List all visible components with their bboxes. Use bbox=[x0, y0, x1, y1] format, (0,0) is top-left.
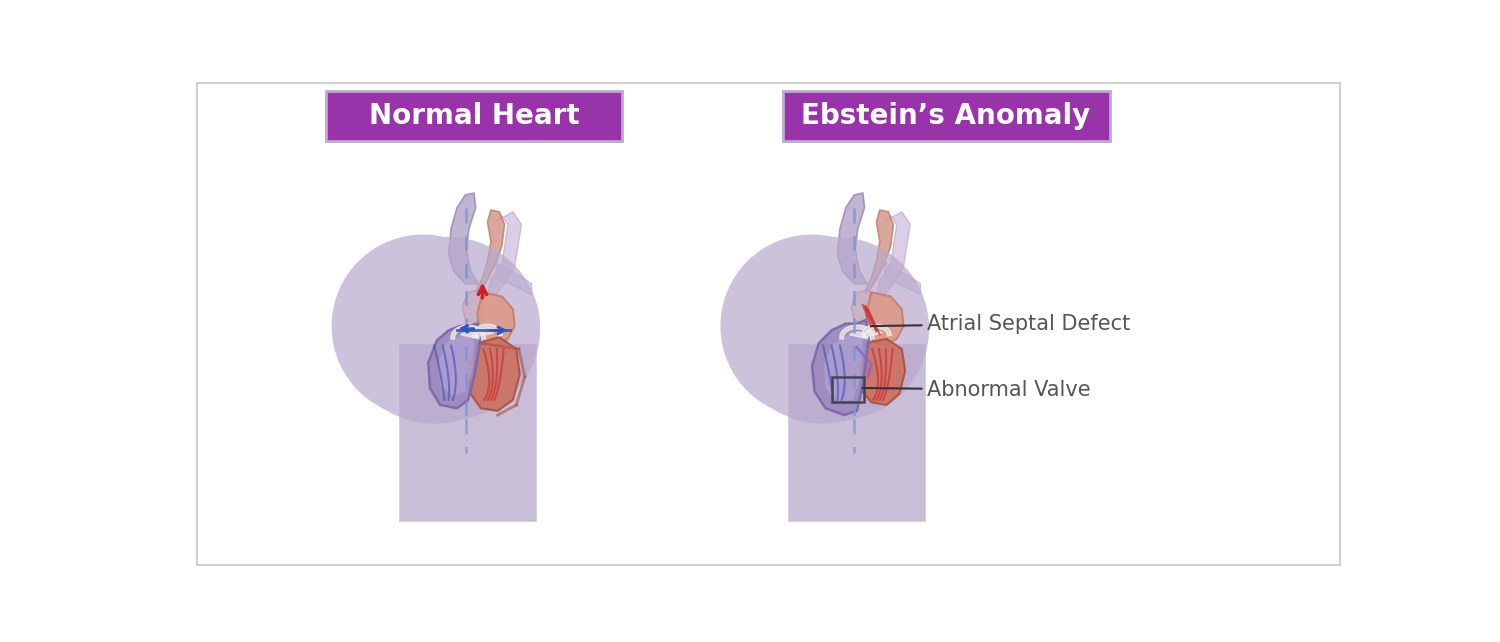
Polygon shape bbox=[859, 339, 904, 405]
Polygon shape bbox=[462, 290, 484, 324]
Polygon shape bbox=[876, 212, 910, 297]
FancyBboxPatch shape bbox=[783, 91, 1110, 141]
Polygon shape bbox=[824, 332, 864, 403]
Polygon shape bbox=[885, 263, 921, 295]
Polygon shape bbox=[865, 292, 903, 345]
Polygon shape bbox=[864, 331, 882, 337]
Polygon shape bbox=[476, 210, 504, 292]
Polygon shape bbox=[837, 193, 867, 284]
Polygon shape bbox=[448, 193, 478, 284]
Text: Ebstein’s Anomaly: Ebstein’s Anomaly bbox=[801, 101, 1090, 130]
Polygon shape bbox=[850, 290, 873, 324]
Polygon shape bbox=[477, 292, 514, 345]
FancyBboxPatch shape bbox=[326, 91, 622, 141]
Text: Normal Heart: Normal Heart bbox=[369, 101, 579, 130]
Polygon shape bbox=[470, 337, 519, 411]
Polygon shape bbox=[849, 332, 868, 339]
Polygon shape bbox=[429, 324, 482, 408]
Polygon shape bbox=[438, 334, 476, 397]
Polygon shape bbox=[496, 263, 531, 295]
Polygon shape bbox=[476, 331, 494, 337]
Bar bbox=[831, 377, 864, 403]
Polygon shape bbox=[812, 320, 870, 415]
Polygon shape bbox=[460, 332, 478, 339]
Text: Atrial Septal Defect: Atrial Septal Defect bbox=[870, 313, 1131, 334]
Text: Abnormal Valve: Abnormal Valve bbox=[862, 379, 1090, 400]
Polygon shape bbox=[488, 212, 522, 297]
Polygon shape bbox=[864, 210, 894, 292]
